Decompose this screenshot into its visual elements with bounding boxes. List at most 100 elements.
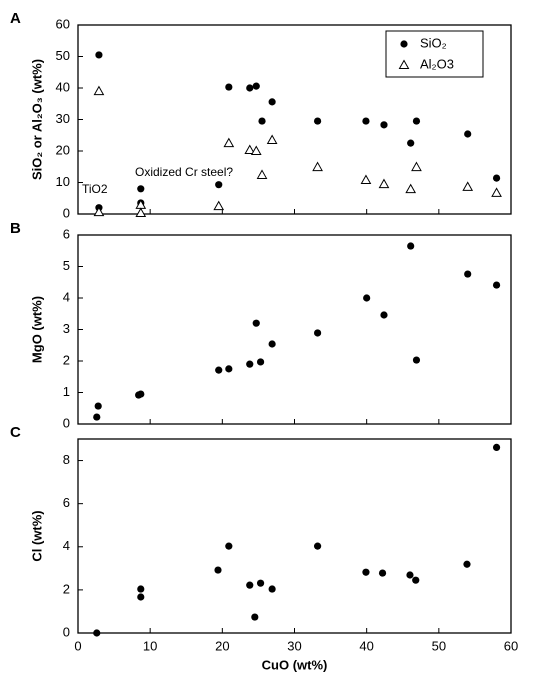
legend-label: Al₂O3 <box>420 56 454 71</box>
triangle-point <box>256 169 268 179</box>
panel-label: A <box>10 10 21 27</box>
point <box>252 82 260 90</box>
point <box>380 121 388 129</box>
point <box>137 593 145 601</box>
point <box>215 181 223 189</box>
point <box>214 566 222 574</box>
y-tick-label: 4 <box>63 538 70 553</box>
point <box>362 117 370 125</box>
x-tick-label: 10 <box>143 638 157 653</box>
panel-label: C <box>10 424 21 441</box>
point <box>464 130 472 138</box>
y-tick-label: 8 <box>63 452 70 467</box>
point <box>268 340 276 348</box>
point <box>268 98 276 106</box>
point <box>412 117 421 125</box>
y-tick-label: 5 <box>63 258 70 273</box>
point <box>225 365 233 373</box>
triangle-point <box>462 181 474 191</box>
x-tick-label: 30 <box>287 638 301 653</box>
triangle-point <box>411 161 422 172</box>
point <box>362 568 370 576</box>
point <box>225 83 233 91</box>
point <box>256 579 265 587</box>
triangle-point <box>360 174 372 184</box>
y-tick-label: 3 <box>63 321 70 336</box>
point <box>137 390 145 398</box>
point <box>313 329 322 337</box>
point <box>407 139 415 147</box>
y-axis-label: SiO₂ or Al₂O₃ (wt%) <box>29 59 44 180</box>
y-axis-label: Cl (wt%) <box>29 510 44 561</box>
triangle-point <box>93 206 105 217</box>
point <box>407 242 415 250</box>
y-tick-label: 0 <box>63 624 70 639</box>
triangle-point <box>135 207 147 218</box>
triangle-point <box>223 137 235 148</box>
point <box>252 319 260 327</box>
y-tick-label: 10 <box>56 174 70 189</box>
point <box>95 51 103 59</box>
triangle-point <box>378 178 390 189</box>
point <box>363 294 371 302</box>
legend-box <box>385 30 484 78</box>
point <box>225 542 233 550</box>
panel-label: B <box>10 220 21 237</box>
legend-marker <box>400 40 408 48</box>
triangle-point <box>405 183 417 194</box>
triangle-point <box>244 144 256 155</box>
y-tick-label: 30 <box>56 111 70 126</box>
point <box>492 443 501 452</box>
x-tick-label: 50 <box>432 638 446 653</box>
point <box>246 84 254 92</box>
point <box>137 185 145 193</box>
point <box>412 576 420 584</box>
y-tick-label: 0 <box>63 205 70 220</box>
y-tick-label: 6 <box>63 226 70 241</box>
point <box>406 571 414 579</box>
point <box>313 117 322 125</box>
point <box>215 366 223 374</box>
point <box>463 560 471 568</box>
point <box>137 585 145 593</box>
triangle-point <box>266 134 278 144</box>
annotation: Oxidized Cr steel? <box>135 165 233 179</box>
point <box>492 281 501 289</box>
triangle-point <box>213 200 225 211</box>
point <box>412 356 421 364</box>
y-tick-label: 1 <box>63 384 70 399</box>
y-tick-label: 20 <box>56 142 70 157</box>
plot-frame <box>77 438 512 634</box>
point <box>246 581 254 589</box>
x-axis-label: CuO (wt%) <box>262 657 328 672</box>
annotation: TiO2 <box>82 182 108 196</box>
point <box>93 413 101 421</box>
x-tick-label: 20 <box>215 638 229 653</box>
point <box>313 542 322 550</box>
point <box>492 174 501 182</box>
triangle-point <box>93 85 105 96</box>
legend-label: SiO₂ <box>420 35 447 50</box>
triangle-point <box>491 187 502 197</box>
triangle-point <box>250 145 262 155</box>
point <box>93 629 101 637</box>
x-tick-label: 40 <box>359 638 373 653</box>
y-tick-label: 40 <box>56 79 70 94</box>
y-axis-label: MgO (wt%) <box>29 296 44 363</box>
point <box>258 117 266 125</box>
y-tick-label: 0 <box>63 415 70 430</box>
y-tick-label: 50 <box>56 48 70 63</box>
point <box>380 311 388 319</box>
x-tick-label: 60 <box>504 638 518 653</box>
point <box>246 360 254 368</box>
y-tick-label: 6 <box>63 495 70 510</box>
x-tick-label: 0 <box>74 638 81 653</box>
point <box>378 569 387 577</box>
point <box>256 358 265 366</box>
point <box>268 585 276 593</box>
y-tick-label: 2 <box>63 352 70 367</box>
y-tick-label: 60 <box>56 16 70 31</box>
y-tick-label: 2 <box>63 581 70 596</box>
point <box>251 613 259 621</box>
